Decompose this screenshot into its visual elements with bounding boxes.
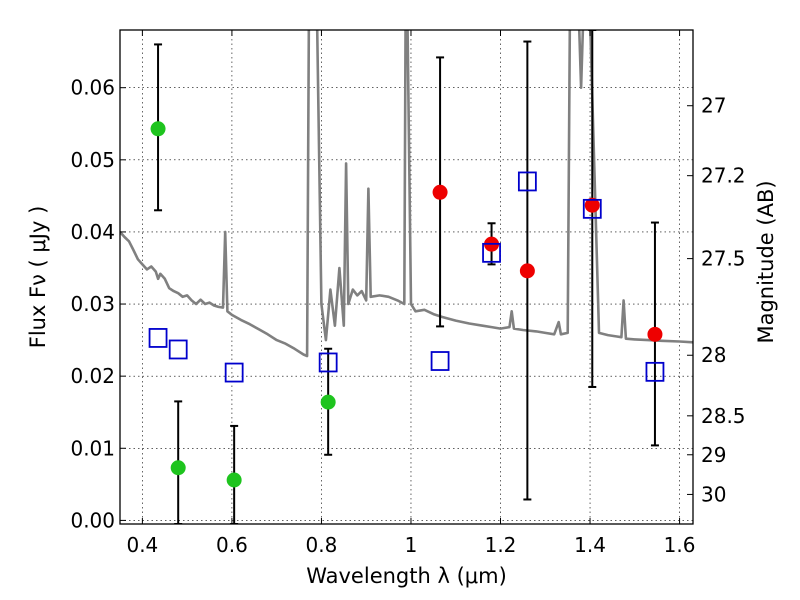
model-flux-point [582, 198, 602, 219]
upper-limit-point [432, 184, 448, 200]
y-tick-label: 0.02 [70, 364, 115, 388]
upper-limit-point [584, 197, 600, 213]
x-tick-label: 1.4 [574, 533, 606, 557]
right-axis-label: Magnitude (AB) [754, 180, 778, 343]
upper-limit-point [519, 263, 535, 279]
x-tick-label: 1.2 [485, 533, 517, 557]
x-tick-label: 0.8 [306, 533, 338, 557]
detection-point [150, 121, 166, 137]
right-tick-label: 27 [701, 94, 726, 118]
model-flux-point [645, 361, 665, 382]
y-tick-label: 0.03 [70, 292, 115, 316]
y-axis-label: Flux Fν ( μJy ) [26, 206, 50, 349]
y-tick-label: 0.04 [70, 220, 115, 244]
right-tick-label: 29 [701, 443, 726, 467]
right-tick-label: 27.2 [701, 164, 746, 188]
grid [120, 30, 693, 524]
right-tick-label: 28 [701, 343, 726, 367]
x-tick-label: 1.6 [664, 533, 696, 557]
model-flux-point [168, 339, 188, 360]
right-tick-label: 28.5 [701, 404, 746, 428]
y-tick-label: 0.05 [70, 148, 115, 172]
x-tick-label: 1 [405, 533, 418, 557]
x-axis-label: Wavelength λ (μm) [306, 564, 507, 588]
y-tick-label: 0.00 [70, 508, 115, 532]
detection-point [320, 394, 336, 410]
plot-frame [119, 29, 694, 525]
upper-limit-point [647, 326, 663, 342]
y-tick-label: 0.06 [70, 76, 115, 100]
ticks: 0.4 0.6 0.8 1 1.2 1.4 1.6 0.00 0.01 0.02 0.03 0.04 0… [70, 30, 746, 557]
detection-point [170, 460, 186, 476]
right-tick-label: 27.5 [701, 247, 746, 271]
detection-point [226, 472, 242, 488]
x-tick-label: 0.4 [126, 533, 158, 557]
model-flux-point [482, 242, 501, 263]
x-tick-label: 0.6 [216, 533, 248, 557]
model-spectrum-layer [120, 30, 693, 358]
model-flux-point [517, 171, 537, 192]
y-tick-label: 0.01 [70, 436, 115, 460]
right-tick-label: 30 [701, 482, 726, 506]
model-flux-point [318, 352, 338, 373]
data-points-layer [148, 30, 665, 524]
model-spectrum-line [120, 30, 693, 358]
model-flux-point [224, 362, 244, 383]
model-flux-point [430, 351, 450, 371]
model-flux-point [148, 328, 168, 348]
